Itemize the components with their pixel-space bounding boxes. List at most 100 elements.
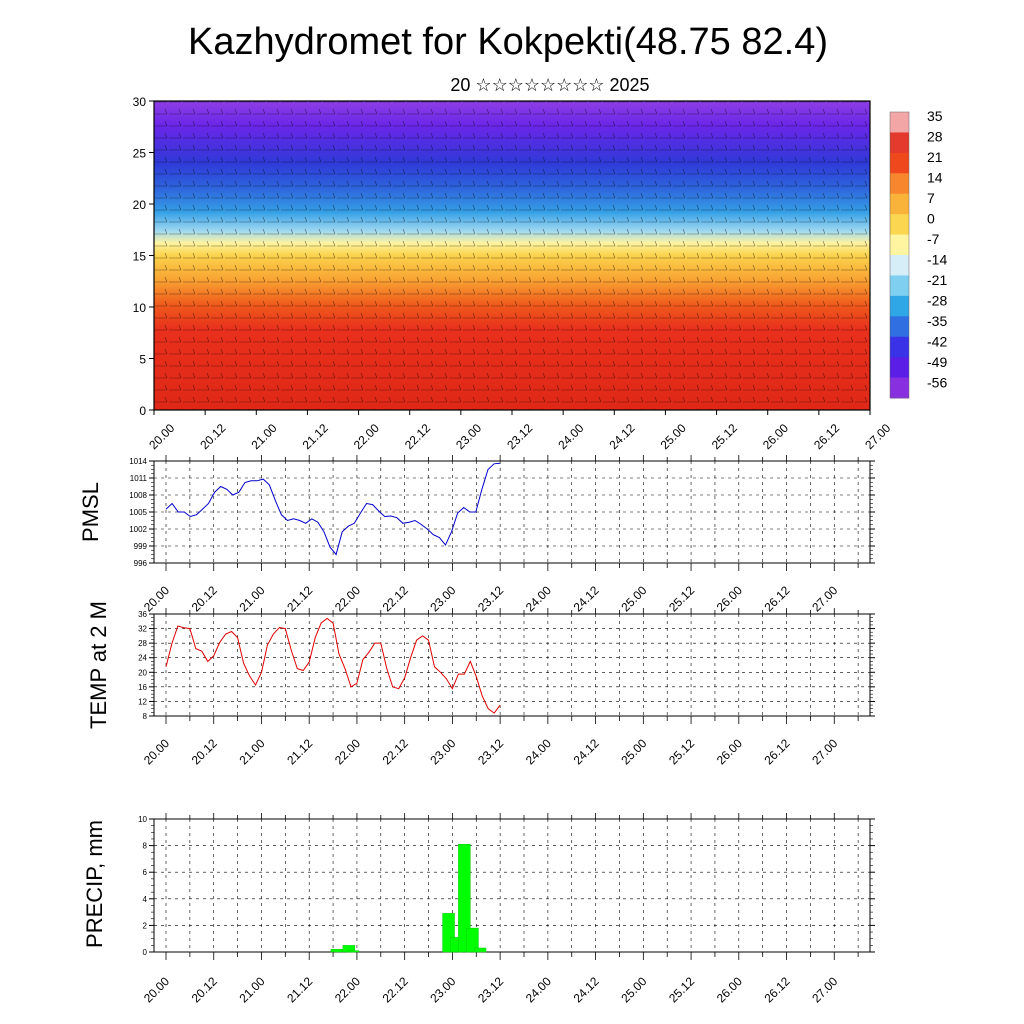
precip-bar	[346, 950, 360, 953]
y-tick-label: 1008	[129, 491, 147, 500]
precip-bar	[330, 949, 344, 953]
x-tick-label: 22.12	[380, 583, 411, 614]
x-tick-label: 20.12	[189, 736, 220, 767]
x-tick-label: 20.00	[141, 736, 172, 767]
x-tick-label: 26.00	[714, 736, 745, 767]
wind-barbs-field	[154, 101, 870, 410]
pmsl-axis-label: PMSL	[78, 482, 103, 542]
y-tick-label: 12	[138, 697, 147, 706]
x-tick-label: 24.12	[571, 736, 602, 767]
colorbar-label: 35	[927, 108, 943, 124]
y-tick-label: 0	[139, 404, 146, 418]
temp-line	[165, 617, 501, 714]
y-tick-label: 32	[138, 625, 147, 634]
precip-axis-label: PRECIP, mm	[82, 820, 107, 948]
x-tick-label: 24.12	[571, 583, 602, 614]
x-tick-label: 27.00	[809, 974, 840, 1005]
x-tick-label: 26.12	[762, 583, 793, 614]
x-tick-label: 21.00	[236, 736, 267, 767]
y-tick-label: 24	[138, 654, 147, 663]
y-tick-label: 8	[143, 712, 148, 721]
colorbar-frame	[889, 111, 910, 399]
colorbar-swatch	[890, 173, 909, 195]
x-tick-label: 21.00	[236, 974, 267, 1005]
y-tick-label: 20	[133, 198, 147, 212]
colorbar-label: 28	[927, 129, 943, 145]
x-tick-label: 25.12	[709, 421, 740, 452]
x-tick-label: 23.00	[427, 974, 458, 1005]
x-tick-label: 25.12	[666, 974, 697, 1005]
x-tick-label: 22.12	[402, 421, 433, 452]
chart-subtitle: 20 ☆☆☆☆☆☆☆☆ 2025	[450, 75, 649, 95]
y-tick-label: 8	[143, 842, 148, 851]
colorbar-label: -35	[927, 313, 947, 329]
precip-bar	[458, 844, 471, 953]
chart-title: Kazhydromet for Kokpekti(48.75 82.4)	[188, 21, 828, 63]
colorbar-swatch	[890, 357, 909, 379]
x-tick-label: 22.00	[332, 736, 363, 767]
temp-axis-label: TEMP at 2 M	[86, 601, 111, 729]
x-tick-label: 24.12	[571, 974, 602, 1005]
x-tick-label: 25.12	[666, 583, 697, 614]
x-tick-label: 26.12	[762, 736, 793, 767]
x-tick-label: 24.00	[523, 583, 554, 614]
colorbar-swatch	[890, 234, 909, 256]
y-tick-label: 10	[133, 301, 147, 315]
grid	[154, 461, 870, 563]
colorbar-swatch	[890, 255, 909, 276]
pmsl-line	[165, 462, 501, 556]
x-tick-label: 21.12	[284, 583, 315, 614]
x-tick-label: 26.00	[714, 974, 745, 1005]
precip-bar	[466, 927, 479, 953]
x-tick-label: 20.12	[189, 974, 220, 1005]
x-tick-label: 27.00	[809, 736, 840, 767]
y-tick-label: 1014	[129, 457, 147, 466]
y-tick-label: 16	[138, 683, 147, 692]
colorbar-label: 0	[927, 211, 935, 227]
colorbar-label: 14	[927, 170, 943, 186]
x-tick-label: 23.00	[427, 583, 458, 614]
grid	[154, 819, 870, 952]
grid	[154, 614, 870, 716]
x-tick-label: 21.00	[236, 583, 267, 614]
colorbar-swatch	[890, 336, 909, 358]
y-tick-label: 10	[138, 815, 147, 824]
colorbar-label: 7	[927, 190, 935, 206]
colorbar-swatch	[890, 193, 909, 215]
cross-section-y-axis: 0 5 10 15 20 25 30	[133, 95, 154, 418]
y-tick-label: 0	[143, 948, 148, 957]
colorbar-label: -49	[927, 354, 947, 370]
cross-section-panel: 0 5 10 15 20 25 30 20.00 20.12 21.00 21.12 22.00 22…	[133, 95, 894, 452]
x-tick-label: 25.00	[618, 736, 649, 767]
x-tick-label: 22.00	[332, 583, 363, 614]
y-tick-label: 20	[138, 668, 147, 677]
colorbar-label: -28	[927, 293, 947, 309]
precip-bar	[442, 913, 455, 953]
x-tick-label: 24.00	[523, 974, 554, 1005]
y-tick-label: 1005	[129, 508, 147, 517]
x-tick-label: 20.00	[146, 421, 177, 452]
x-tick-label: 23.12	[475, 583, 506, 614]
x-tick-label: 22.12	[380, 974, 411, 1005]
temp-panel: TEMP at 2 M 8 12 16 20 24 28 32 36 20.00 20.12 21.…	[86, 601, 875, 767]
x-tick-label: 26.12	[762, 974, 793, 1005]
x-tick-label: 24.12	[607, 421, 638, 452]
colorbar-label: -14	[927, 252, 947, 268]
precip-bar	[473, 947, 487, 953]
y-tick-label: 4	[143, 895, 148, 904]
y-tick-label: 36	[138, 610, 147, 619]
y-tick-label: 1002	[129, 525, 147, 534]
x-tick-label: 20.12	[189, 583, 220, 614]
x-tick-label: 23.12	[475, 974, 506, 1005]
x-tick-label: 25.12	[666, 736, 697, 767]
x-tick-label: 23.00	[427, 736, 458, 767]
x-tick-label: 27.00	[862, 421, 893, 452]
y-tick-label: 2	[143, 921, 148, 930]
x-tick-label: 24.00	[555, 421, 586, 452]
colorbar-label: -7	[927, 231, 940, 247]
x-tick-label: 26.00	[760, 421, 791, 452]
y-tick-label: 25	[133, 147, 147, 161]
x-tick-label: 20.12	[197, 421, 228, 452]
x-tick-label: 22.00	[332, 974, 363, 1005]
